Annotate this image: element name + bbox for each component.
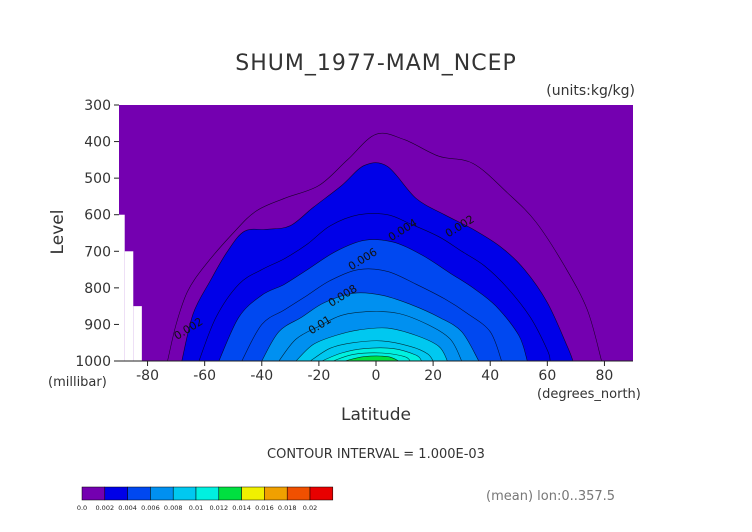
y-tick-label-400: 400	[84, 135, 111, 151]
colorbar-label-6: 0.012	[209, 504, 228, 512]
y-tick-label-900: 900	[84, 317, 111, 333]
contour-line-0.009	[310, 340, 434, 361]
x-tick-label--20: -20	[307, 368, 330, 384]
colorbar-label-4: 0.008	[164, 504, 183, 512]
colorbar: 0.0 0.002 0.004 0.006 0.008 0.01 0.012 0.014 0.0…	[77, 486, 334, 512]
contour-line-0.010	[321, 347, 422, 361]
x-tick-label--80: -80	[136, 368, 159, 384]
y-unit-label: (millibar)	[48, 375, 107, 390]
x-tick-label--60: -60	[193, 368, 216, 384]
surface-mask-1	[124, 251, 134, 361]
footnote-mean-lon: (mean) lon:0..357.5	[486, 489, 615, 504]
x-tick-label--40: -40	[250, 368, 273, 384]
contour-line-0.003	[198, 213, 551, 361]
colorbar-label-2: 0.004	[118, 504, 137, 512]
colorbar-label-0: 0.0	[77, 504, 87, 512]
colorbar-swatch-10	[309, 486, 334, 501]
y-axis-label: Level	[48, 210, 68, 255]
contour-line-0.007	[278, 311, 462, 361]
y-tick-label-300: 300	[84, 98, 111, 114]
y-tick-label-1000: 1000	[75, 354, 111, 370]
x-tick-label-20: 20	[424, 368, 442, 384]
colorbar-swatch-4	[172, 486, 197, 501]
surface-mask-2	[133, 306, 142, 361]
y-tick-label-800: 800	[84, 281, 111, 297]
units-label: (units:kg/kg)	[546, 83, 635, 99]
colorbar-label-8: 0.016	[255, 504, 274, 512]
contour-line-0.008	[295, 327, 448, 361]
contour-line-0.005	[241, 268, 502, 361]
x-tick-label-80: 80	[596, 368, 614, 384]
axes: -80 -60 -40 -20 0 20 40 60 80 300 400 500 600 700 800 9…	[75, 98, 633, 384]
colorbar-label-9: 0.018	[278, 504, 297, 512]
contour-line-0.011	[333, 352, 411, 361]
surface-mask-0	[119, 214, 125, 361]
colorbar-label-7: 0.014	[232, 504, 251, 512]
contour-interval-text: CONTOUR INTERVAL = 1.000E-03	[267, 447, 485, 462]
colorbar-swatch-3	[150, 486, 174, 501]
colorbar-swatch-0	[81, 486, 106, 501]
contour-line-0.002	[181, 162, 574, 361]
colorbar-swatch-7	[241, 486, 265, 501]
y-tick-label-600: 600	[84, 208, 111, 224]
contour-line-0.004	[218, 239, 528, 361]
colorbar-swatch-1	[104, 486, 128, 501]
x-tick-label-40: 40	[481, 368, 499, 384]
colorbar-swatch-6	[218, 486, 242, 501]
x-axis-label: Latitude	[341, 405, 411, 425]
colorbar-swatch-5	[195, 486, 220, 501]
colorbar-label-10: 0.02	[303, 504, 317, 512]
x-tick-label-60: 60	[538, 368, 556, 384]
contour-line-0.001	[167, 132, 602, 361]
colorbar-swatch-2	[127, 486, 151, 501]
fill-band-0.010	[321, 347, 422, 361]
colorbar-swatch-8	[264, 486, 288, 501]
colorbar-label-5: 0.01	[189, 504, 203, 512]
contour-line-0.006	[261, 292, 480, 361]
colorbar-label-1: 0.002	[95, 504, 114, 512]
chart-title: SHUM_1977-MAM_NCEP	[235, 51, 517, 76]
y-tick-label-700: 700	[84, 244, 111, 260]
x-tick-label-0: 0	[372, 368, 381, 384]
colorbar-label-3: 0.006	[141, 504, 160, 512]
x-unit-label: (degrees_north)	[537, 387, 641, 402]
contour-line-0.012	[344, 355, 399, 361]
y-tick-label-500: 500	[84, 171, 111, 187]
fill-band-0.012	[344, 356, 399, 361]
colorbar-swatch-9	[286, 486, 311, 501]
